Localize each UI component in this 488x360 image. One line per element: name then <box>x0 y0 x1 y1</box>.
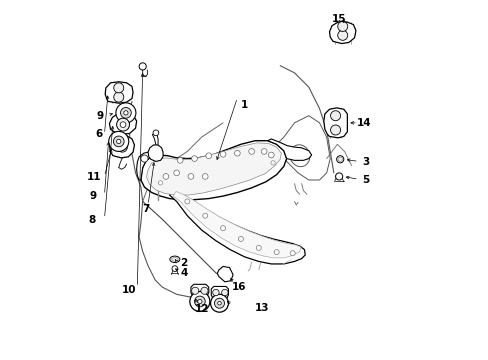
Circle shape <box>197 299 202 303</box>
Text: 9: 9 <box>89 191 96 201</box>
Polygon shape <box>109 135 134 158</box>
Circle shape <box>114 92 123 102</box>
Circle shape <box>202 174 207 179</box>
Circle shape <box>163 174 168 179</box>
Polygon shape <box>146 143 281 195</box>
Circle shape <box>139 63 146 70</box>
Circle shape <box>238 237 243 242</box>
Circle shape <box>141 155 148 162</box>
Circle shape <box>337 30 347 40</box>
Circle shape <box>220 226 225 231</box>
Circle shape <box>261 149 266 154</box>
Circle shape <box>330 111 340 121</box>
Polygon shape <box>329 22 355 44</box>
Circle shape <box>201 287 207 294</box>
Text: 6: 6 <box>95 129 102 139</box>
Polygon shape <box>141 141 286 200</box>
Polygon shape <box>323 108 346 138</box>
Circle shape <box>214 298 224 308</box>
Circle shape <box>108 131 128 152</box>
Circle shape <box>335 173 342 180</box>
Circle shape <box>205 153 211 158</box>
Circle shape <box>256 246 261 250</box>
Circle shape <box>210 294 228 312</box>
Text: 9: 9 <box>96 111 103 121</box>
Text: 14: 14 <box>356 118 371 128</box>
Circle shape <box>116 118 129 131</box>
Circle shape <box>123 111 128 115</box>
Circle shape <box>191 287 198 294</box>
Polygon shape <box>136 152 151 180</box>
Circle shape <box>268 152 274 158</box>
Circle shape <box>221 289 227 296</box>
Text: 2: 2 <box>180 258 187 268</box>
Polygon shape <box>169 192 305 264</box>
Circle shape <box>330 125 340 135</box>
Circle shape <box>173 170 179 176</box>
Polygon shape <box>105 82 133 103</box>
Circle shape <box>234 150 240 156</box>
Polygon shape <box>217 266 233 282</box>
Circle shape <box>114 83 123 93</box>
Polygon shape <box>267 139 311 160</box>
Circle shape <box>153 130 159 136</box>
Polygon shape <box>173 192 300 258</box>
Circle shape <box>270 161 275 165</box>
Text: 7: 7 <box>142 204 150 214</box>
Polygon shape <box>211 287 228 298</box>
Circle shape <box>184 199 189 204</box>
Polygon shape <box>148 145 163 161</box>
Ellipse shape <box>171 257 178 261</box>
Circle shape <box>116 139 121 144</box>
Circle shape <box>116 103 136 123</box>
Circle shape <box>189 292 209 311</box>
Text: 3: 3 <box>362 157 369 167</box>
Text: 15: 15 <box>331 14 346 23</box>
Text: 5: 5 <box>362 175 369 185</box>
Polygon shape <box>109 112 136 134</box>
Polygon shape <box>190 284 208 296</box>
Circle shape <box>120 122 125 127</box>
Circle shape <box>212 289 219 296</box>
Circle shape <box>194 296 205 307</box>
Circle shape <box>290 251 295 256</box>
Circle shape <box>177 157 183 163</box>
Circle shape <box>274 249 279 255</box>
Ellipse shape <box>169 256 180 262</box>
Circle shape <box>337 21 347 31</box>
Text: 1: 1 <box>241 100 247 110</box>
Ellipse shape <box>337 157 342 161</box>
Circle shape <box>248 149 254 154</box>
Circle shape <box>158 181 163 185</box>
Text: 4: 4 <box>180 268 187 278</box>
Circle shape <box>217 301 221 305</box>
Circle shape <box>121 108 131 118</box>
Ellipse shape <box>289 145 309 167</box>
Text: 10: 10 <box>122 285 137 295</box>
Circle shape <box>191 156 197 161</box>
Text: 11: 11 <box>86 172 101 182</box>
Circle shape <box>113 136 124 147</box>
Ellipse shape <box>336 156 343 163</box>
Text: 13: 13 <box>254 303 268 313</box>
Circle shape <box>117 142 127 152</box>
Circle shape <box>203 213 207 218</box>
Text: 12: 12 <box>195 304 209 314</box>
Circle shape <box>172 266 177 271</box>
Text: 16: 16 <box>231 282 246 292</box>
Circle shape <box>220 152 225 157</box>
Circle shape <box>188 174 193 179</box>
Polygon shape <box>119 118 129 129</box>
Text: 8: 8 <box>88 215 95 225</box>
